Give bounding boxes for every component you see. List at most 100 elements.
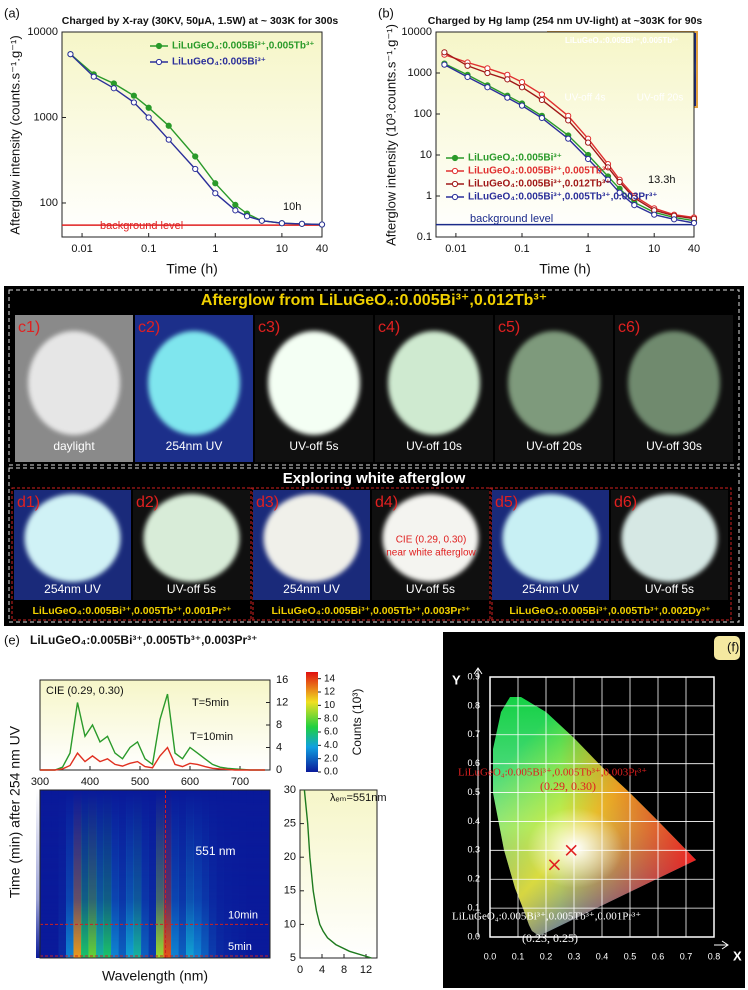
marker bbox=[441, 49, 448, 56]
x-tick-label: 0.7 bbox=[680, 951, 693, 961]
x-tick-label: 0.1 bbox=[512, 951, 525, 961]
legend-label: LiLuGeO₄:0.005Bi³⁺,0.005Tb³⁺ bbox=[172, 41, 315, 52]
heatmap-column bbox=[96, 790, 104, 958]
marker bbox=[504, 94, 511, 101]
legend-marker bbox=[155, 58, 163, 66]
colorbar-tick-label: 10 bbox=[324, 700, 336, 711]
marker bbox=[110, 85, 117, 92]
photo-caption: UV-off 5s bbox=[406, 582, 455, 596]
sample bbox=[621, 494, 718, 582]
photo-caption: UV-off 10s bbox=[406, 439, 462, 453]
marker bbox=[441, 61, 448, 68]
y-tick-label: 10000 bbox=[27, 26, 58, 38]
inset-caption: UV-off 4s bbox=[565, 93, 606, 104]
inset-title: LiLuGeO₄:0.005Bi³⁺,0.005Tb³⁺ bbox=[565, 36, 679, 45]
series-line bbox=[444, 63, 695, 224]
y-tick-label: 5 bbox=[290, 952, 296, 964]
composition: LiLuGeO₄:0.005Bi³⁺,0.005Tb³⁺,0.001Pr³⁺ bbox=[32, 605, 231, 617]
marker bbox=[518, 84, 526, 91]
y-tick-label: 1000 bbox=[408, 67, 432, 79]
series-line bbox=[70, 53, 323, 226]
photo-caption: 254nm UV bbox=[44, 582, 101, 596]
point-coords: (0.23, 0.25) bbox=[522, 931, 578, 945]
marker bbox=[604, 176, 612, 183]
y-axis-label: Afterglow intensity (10³.counts.s⁻¹.g⁻¹) bbox=[383, 24, 398, 246]
plot-frame bbox=[435, 31, 695, 238]
y-tick-label: 0.0 bbox=[467, 931, 480, 941]
panel-label: (e) bbox=[4, 632, 20, 647]
y-tick-label: 10 bbox=[284, 918, 296, 930]
heatmap-column bbox=[126, 790, 134, 958]
marker bbox=[518, 102, 526, 109]
heatmap-column bbox=[193, 790, 202, 958]
series-line bbox=[303, 789, 372, 959]
panel-label: (b) bbox=[378, 5, 394, 20]
sample bbox=[382, 494, 479, 582]
photo-label: d4) bbox=[375, 494, 398, 511]
y-axis-label: Time (min) after 254 nm UV bbox=[7, 725, 23, 898]
heatmap-column bbox=[201, 790, 209, 958]
series-line bbox=[40, 693, 265, 771]
x-tick-label: 0.2 bbox=[540, 951, 553, 961]
heatmap-column bbox=[148, 790, 157, 958]
heatmap-column bbox=[103, 790, 112, 958]
sample bbox=[143, 494, 240, 582]
heatmap-column bbox=[66, 790, 74, 958]
marker bbox=[212, 190, 219, 197]
marker bbox=[464, 62, 471, 69]
plot-frame bbox=[489, 676, 715, 938]
plot-frame bbox=[61, 31, 323, 238]
x-tick-label: 0 bbox=[297, 964, 303, 976]
sample bbox=[508, 331, 600, 435]
y-tick-label: 0.3 bbox=[467, 845, 480, 855]
legend-label: LiLuGeO₄:0.005Bi³⁺,0.005Tb³⁺,0.003Pr³⁺ bbox=[468, 192, 658, 203]
annotation: background level bbox=[470, 213, 553, 225]
colorbar bbox=[306, 672, 318, 772]
marker bbox=[538, 96, 545, 104]
photo-label: d3) bbox=[256, 494, 279, 511]
marker bbox=[192, 153, 199, 160]
colorbar-tick-label: 4.0 bbox=[324, 740, 338, 751]
series-line bbox=[444, 54, 695, 219]
marker bbox=[145, 104, 152, 111]
series-label: T=10min bbox=[190, 731, 233, 743]
colorbar-tick-label: 0.0 bbox=[324, 767, 338, 778]
point bbox=[548, 859, 560, 871]
photo-group bbox=[489, 487, 732, 621]
x-tick-label: 0.6 bbox=[652, 951, 665, 961]
photo-caption: UV-off 5s bbox=[289, 439, 338, 453]
marker bbox=[484, 69, 491, 77]
legend-marker bbox=[451, 154, 459, 162]
annotation: CIE (0.29, 0.30) bbox=[46, 685, 124, 697]
heatmap-column bbox=[223, 790, 232, 958]
y-tick-label: 0.9 bbox=[467, 671, 480, 681]
legend-marker bbox=[155, 42, 163, 50]
x-tick-label: 600 bbox=[181, 776, 199, 788]
photo-note: CIE (0.29, 0.30) bbox=[396, 535, 467, 546]
heatmap-column bbox=[141, 790, 149, 958]
photo-caption: 254nm UV bbox=[166, 439, 223, 453]
x-tick-label: 0.01 bbox=[71, 243, 92, 255]
photo-note: near white afterglow bbox=[386, 548, 476, 559]
x-tick-label: 0.01 bbox=[445, 243, 466, 255]
photo-header: Afterglow from LiLuGeO₄:0.005Bi³⁺,0.012T… bbox=[201, 292, 547, 309]
y-tick-label: 0.5 bbox=[467, 787, 480, 797]
marker bbox=[565, 135, 572, 142]
marker-label: 551 nm bbox=[196, 844, 236, 858]
photo-caption: daylight bbox=[53, 439, 95, 453]
marker bbox=[232, 201, 239, 208]
marker bbox=[518, 78, 526, 86]
colorbar-tick-label: 6.0 bbox=[324, 727, 338, 738]
marker bbox=[484, 84, 491, 91]
heatmap-column bbox=[186, 790, 194, 958]
y-tick-label: 0.8 bbox=[467, 700, 480, 710]
marker bbox=[631, 194, 638, 201]
sample bbox=[24, 494, 121, 582]
colorbar-tick-label: 8.0 bbox=[324, 713, 338, 724]
x-axis-label: Wavelength (nm) bbox=[102, 968, 208, 984]
photo-label: d5) bbox=[495, 494, 518, 511]
photo-caption: UV-off 5s bbox=[167, 582, 216, 596]
y-tick-label: 12 bbox=[276, 696, 288, 708]
composition: LiLuGeO₄:0.005Bi³⁺,0.005Tb³⁺,0.003Pr³⁺ bbox=[271, 605, 470, 617]
marker bbox=[690, 219, 698, 227]
